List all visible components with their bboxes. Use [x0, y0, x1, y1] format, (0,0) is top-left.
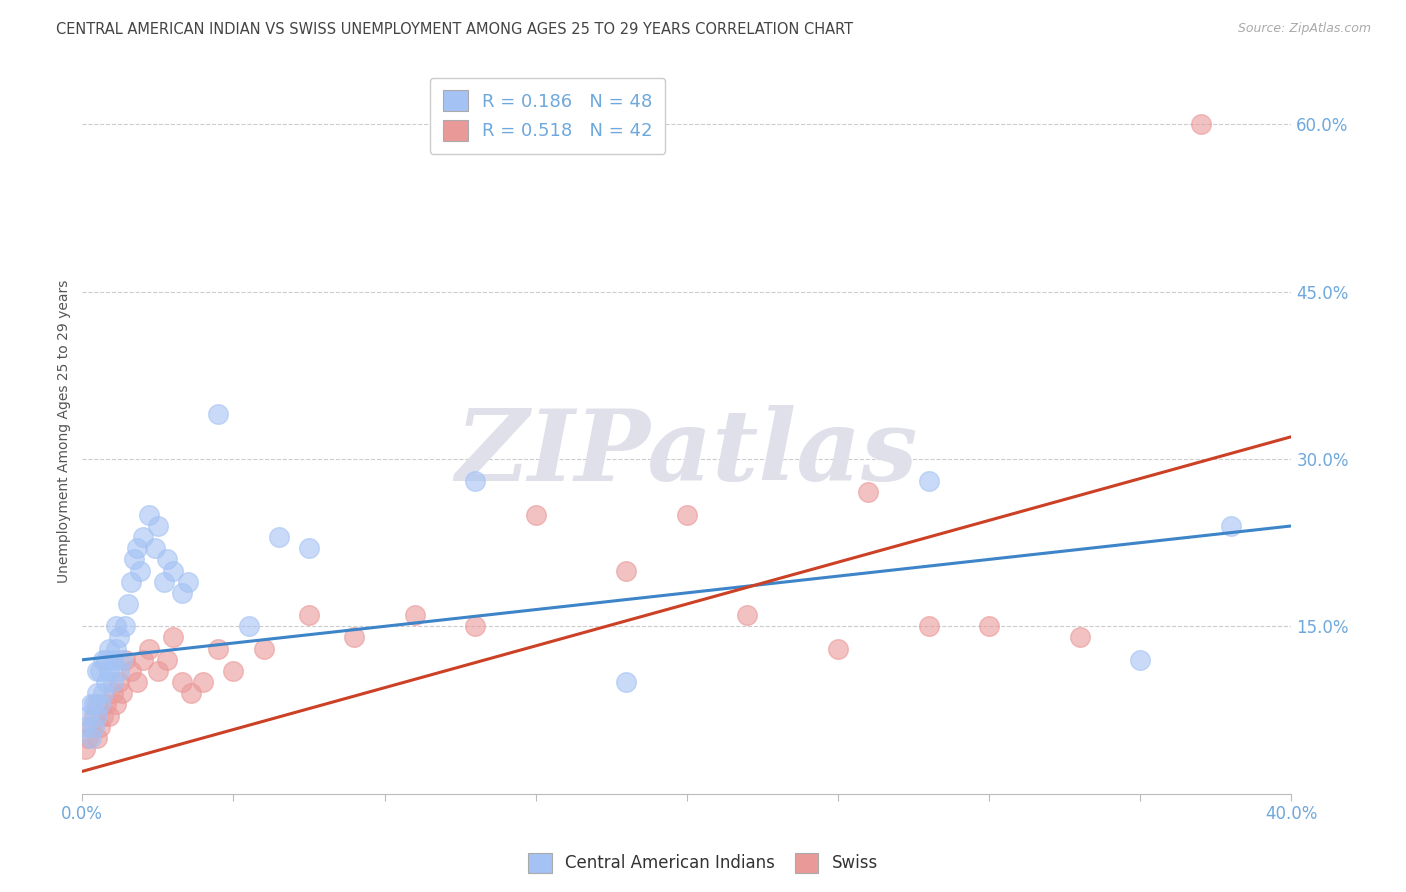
Point — [98, 664, 121, 678]
Point — [143, 541, 166, 556]
Point — [128, 564, 150, 578]
Point — [464, 619, 486, 633]
Point — [737, 608, 759, 623]
Point — [404, 608, 426, 623]
Point — [858, 485, 880, 500]
Point — [83, 698, 105, 712]
Point — [83, 708, 105, 723]
Point — [114, 653, 136, 667]
Point — [298, 608, 321, 623]
Point — [96, 675, 118, 690]
Point — [343, 631, 366, 645]
Point — [104, 641, 127, 656]
Point — [1069, 631, 1091, 645]
Point — [93, 686, 115, 700]
Point — [180, 686, 202, 700]
Point — [98, 641, 121, 656]
Point — [193, 675, 215, 690]
Point — [267, 530, 290, 544]
Point — [146, 519, 169, 533]
Point — [138, 508, 160, 522]
Point — [918, 475, 941, 489]
Point — [117, 597, 139, 611]
Point — [222, 664, 245, 678]
Point — [1129, 653, 1152, 667]
Point — [96, 698, 118, 712]
Point — [86, 708, 108, 723]
Point — [110, 653, 132, 667]
Point — [132, 653, 155, 667]
Point — [253, 641, 276, 656]
Point — [524, 508, 547, 522]
Point — [110, 686, 132, 700]
Point — [1189, 117, 1212, 131]
Point — [979, 619, 1001, 633]
Point — [146, 664, 169, 678]
Point — [80, 720, 103, 734]
Point — [83, 720, 105, 734]
Point — [86, 731, 108, 745]
Point — [80, 731, 103, 745]
Point — [77, 708, 100, 723]
Point — [107, 664, 129, 678]
Point — [98, 708, 121, 723]
Point — [101, 675, 124, 690]
Point — [104, 619, 127, 633]
Point — [170, 675, 193, 690]
Point — [162, 564, 184, 578]
Point — [93, 708, 115, 723]
Text: Source: ZipAtlas.com: Source: ZipAtlas.com — [1237, 22, 1371, 36]
Point — [107, 675, 129, 690]
Point — [138, 641, 160, 656]
Point — [93, 653, 115, 667]
Point — [86, 698, 108, 712]
Point — [89, 720, 111, 734]
Point — [207, 408, 229, 422]
Point — [153, 574, 176, 589]
Point — [616, 564, 638, 578]
Point — [114, 619, 136, 633]
Point — [156, 653, 179, 667]
Point — [918, 619, 941, 633]
Point — [89, 664, 111, 678]
Point — [125, 675, 148, 690]
Text: CENTRAL AMERICAN INDIAN VS SWISS UNEMPLOYMENT AMONG AGES 25 TO 29 YEARS CORRELAT: CENTRAL AMERICAN INDIAN VS SWISS UNEMPLO… — [56, 22, 853, 37]
Point — [464, 475, 486, 489]
Point — [616, 675, 638, 690]
Point — [827, 641, 849, 656]
Point — [75, 742, 97, 756]
Point — [1220, 519, 1243, 533]
Point — [162, 631, 184, 645]
Point — [96, 653, 118, 667]
Point — [86, 686, 108, 700]
Legend: Central American Indians, Swiss: Central American Indians, Swiss — [522, 847, 884, 880]
Point — [132, 530, 155, 544]
Point — [170, 586, 193, 600]
Point — [104, 698, 127, 712]
Point — [676, 508, 699, 522]
Y-axis label: Unemployment Among Ages 25 to 29 years: Unemployment Among Ages 25 to 29 years — [58, 279, 72, 582]
Point — [101, 653, 124, 667]
Text: ZIPatlas: ZIPatlas — [456, 405, 918, 501]
Point — [86, 664, 108, 678]
Point — [101, 686, 124, 700]
Point — [238, 619, 260, 633]
Point — [122, 552, 145, 566]
Point — [125, 541, 148, 556]
Point — [89, 698, 111, 712]
Point — [156, 552, 179, 566]
Point — [120, 574, 142, 589]
Point — [107, 631, 129, 645]
Point — [207, 641, 229, 656]
Point — [80, 698, 103, 712]
Point — [298, 541, 321, 556]
Legend: R = 0.186   N = 48, R = 0.518   N = 42: R = 0.186 N = 48, R = 0.518 N = 42 — [430, 78, 665, 153]
Point — [77, 731, 100, 745]
Point — [75, 720, 97, 734]
Point — [177, 574, 200, 589]
Point — [120, 664, 142, 678]
